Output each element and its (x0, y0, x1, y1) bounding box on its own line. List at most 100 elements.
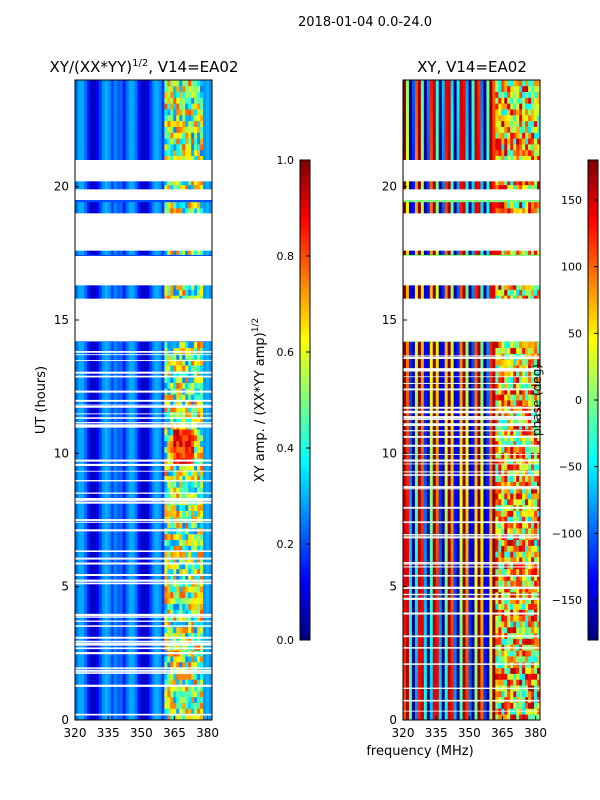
heatmap-cell (140, 673, 144, 680)
heatmap-cell (197, 109, 201, 116)
heatmap-cell (101, 714, 106, 720)
heatmap-cell (191, 149, 195, 157)
heatmap-cell (182, 539, 186, 546)
flagged-line (75, 529, 212, 532)
heatmap-cell (188, 114, 192, 122)
heatmap-cell (519, 626, 523, 634)
heatmap-cell (140, 661, 144, 669)
heatmap-cell (92, 493, 97, 500)
heatmap-cell (140, 690, 144, 698)
heatmap-cell (89, 487, 94, 494)
heatmap-cell (403, 650, 407, 657)
heatmap-cell (140, 656, 144, 663)
heatmap-cell (116, 493, 121, 500)
heatmap-cell (128, 248, 132, 255)
heatmap-cell (158, 446, 162, 453)
heatmap-cell (134, 452, 138, 459)
heatmap-cell (161, 85, 165, 93)
heatmap-cell (125, 615, 130, 622)
heatmap-cell (122, 283, 127, 290)
heatmap-cell (101, 184, 106, 191)
heatmap-cell (119, 656, 124, 663)
heatmap-cell (164, 481, 168, 488)
heatmap-cell (119, 679, 124, 686)
heatmap-cell (140, 475, 144, 482)
heatmap-cell (209, 394, 212, 401)
heatmap-cell (146, 341, 150, 349)
heatmap-cell (125, 626, 130, 634)
heatmap-cell (134, 289, 138, 296)
heatmap-cell (200, 568, 204, 575)
amplitude-x-ticks: 320 335 350 365 380 (64, 716, 219, 740)
heatmap-cell (176, 615, 180, 622)
heatmap-cell (200, 446, 204, 453)
heatmap-cell (161, 429, 165, 436)
heatmap-cell (92, 539, 97, 546)
heatmap-cell (477, 679, 481, 686)
heatmap-cell (161, 533, 165, 541)
heatmap-cell (86, 289, 91, 296)
heatmap-cell (104, 144, 109, 151)
heatmap-cell (206, 597, 210, 605)
heatmap-cell (182, 405, 186, 413)
heatmap-cell (197, 562, 201, 570)
heatmap-cell (131, 714, 135, 720)
heatmap-cell (200, 85, 204, 93)
heatmap-cell (149, 685, 153, 692)
heatmap-cell (75, 603, 79, 610)
heatmap-cell (209, 452, 212, 459)
heatmap-cell (185, 609, 189, 616)
heatmap-cell (101, 149, 106, 157)
heatmap-cell (194, 592, 198, 599)
heatmap-cell (110, 429, 115, 436)
heatmap-cell (119, 114, 124, 122)
heatmap-cell (101, 365, 106, 372)
heatmap-cell (161, 685, 165, 692)
heatmap-cell (537, 667, 540, 674)
heatmap-cell (104, 690, 109, 698)
heatmap-cell (203, 353, 207, 360)
heatmap-cell (113, 586, 118, 593)
heatmap-cell (137, 661, 141, 669)
heatmap-cell (203, 370, 207, 378)
heatmap-cell (501, 661, 505, 669)
heatmap-cell (435, 667, 440, 674)
heatmap-cell (173, 289, 177, 296)
heatmap-cell (101, 661, 106, 669)
heatmap-cell (75, 568, 79, 575)
heatmap-cell (465, 656, 469, 663)
flagged-line (75, 480, 212, 482)
heatmap-cell (134, 149, 138, 157)
heatmap-cell (173, 434, 177, 442)
heatmap-cell (516, 714, 520, 720)
heatmap-cell (107, 464, 112, 471)
heatmap-cell (170, 184, 174, 191)
heatmap-cell (143, 679, 147, 686)
heatmap-cell (92, 685, 97, 692)
heatmap-cell (122, 155, 127, 162)
heatmap-cell (131, 702, 135, 709)
heatmap-cell (164, 394, 168, 401)
figure-suptitle: 2018-01-04 0.0-24.0 (298, 15, 432, 30)
heatmap-cell (203, 394, 207, 401)
heatmap-cell (200, 551, 204, 558)
heatmap-cell (179, 80, 183, 87)
heatmap-cell (113, 405, 118, 413)
heatmap-cell (89, 452, 94, 459)
heatmap-cell (80, 440, 85, 447)
heatmap-cell (483, 615, 487, 622)
heatmap-cell (95, 97, 100, 104)
heatmap-cell (179, 347, 183, 354)
heatmap-cell (191, 91, 195, 98)
heatmap-cell (95, 714, 100, 720)
heatmap-cell (80, 568, 85, 575)
heatmap-cell (149, 109, 153, 116)
heatmap-cell (468, 696, 472, 703)
heatmap-cell (119, 661, 124, 669)
heatmap-cell (83, 178, 88, 186)
heatmap-cell (188, 446, 192, 453)
heatmap-cell (110, 347, 115, 354)
heatmap-cell (80, 289, 85, 296)
heatmap-cell (125, 522, 130, 529)
